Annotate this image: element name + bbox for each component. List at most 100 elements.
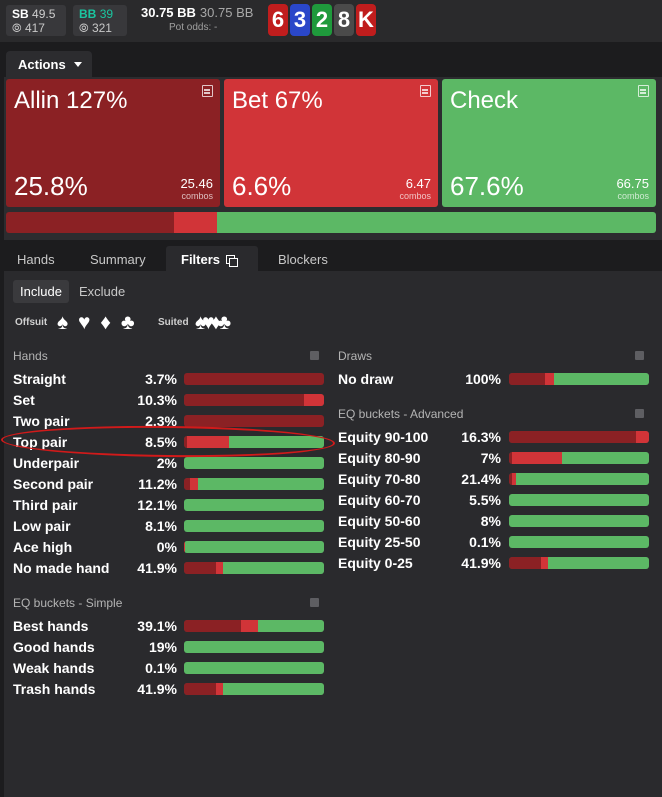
filter-row-trash-hands[interactable]: Trash hands 41.9% (13, 679, 324, 700)
row-label: Straight (13, 371, 66, 387)
filter-row-third-pair[interactable]: Third pair 12.1% (13, 495, 324, 516)
bar-segment-check (515, 473, 649, 485)
filters-panel (4, 271, 662, 797)
row-percentage: 8.5% (145, 434, 177, 450)
bar-segment-allin (184, 436, 187, 448)
tab-summary[interactable]: Summary (90, 252, 146, 267)
eq-simple-section-title: EQ buckets - Simple (13, 596, 123, 610)
filter-row-equity-0-25[interactable]: Equity 0-25 41.9% (338, 553, 649, 574)
filter-row-equity-25-50[interactable]: Equity 25-50 0.1% (338, 532, 649, 553)
combos-label: combos (617, 191, 649, 201)
row-strategy-bar (509, 494, 649, 506)
suited-suit-filters[interactable]: ♠♥♦♣ (195, 311, 231, 334)
chips-icon: ⦾ (79, 21, 89, 35)
board-card[interactable]: 3 (290, 4, 310, 36)
row-label: Two pair (13, 413, 70, 429)
board-card[interactable]: 2 (312, 4, 332, 36)
bar-segment-allin (184, 562, 217, 574)
filter-row-weak-hands[interactable]: Weak hands 0.1% (13, 658, 324, 679)
document-icon[interactable] (638, 85, 649, 97)
include-toggle[interactable]: Include (13, 280, 69, 303)
row-label: No draw (338, 371, 394, 387)
row-strategy-bar (509, 452, 649, 464)
bar-segment-check (509, 515, 649, 527)
filter-row-top-pair[interactable]: Top pair 8.5% (13, 432, 324, 453)
filter-row-good-hands[interactable]: Good hands 19% (13, 637, 324, 658)
filter-row-low-pair[interactable]: Low pair 8.1% (13, 516, 324, 537)
filter-row-equity-50-60[interactable]: Equity 50-60 8% (338, 511, 649, 532)
row-label: Third pair (13, 497, 78, 513)
filter-row-equity-80-90[interactable]: Equity 80-90 7% (338, 448, 649, 469)
sb-player-box[interactable]: SB 49.5 ⦾ 417 (6, 5, 66, 36)
filter-row-no-draw[interactable]: No draw 100% (338, 369, 649, 390)
row-label: Good hands (13, 639, 95, 655)
row-label: Equity 70-80 (338, 471, 421, 487)
action-tile-bet[interactable]: Bet 67% 6.6% 6.47 combos (224, 79, 438, 207)
row-strategy-bar (184, 394, 324, 406)
row-label: Trash hands (13, 681, 96, 697)
bar-segment-allin (184, 620, 242, 632)
filter-row-ace-high[interactable]: Ace high 0% (13, 537, 324, 558)
offsuit-suit-filters[interactable]: ♠ ♥ ♦ ♣ (57, 311, 137, 334)
bar-segment-allin (184, 415, 324, 427)
section-toggle-icon[interactable] (310, 351, 319, 360)
action-tile-check[interactable]: Check 67.6% 66.75 combos (442, 79, 656, 207)
row-strategy-bar (509, 536, 649, 548)
row-label: Equity 80-90 (338, 450, 421, 466)
row-label: Weak hands (13, 660, 95, 676)
chevron-down-icon (73, 62, 82, 67)
bar-segment-check (554, 373, 649, 385)
board-card[interactable]: K (356, 4, 376, 36)
tab-hands[interactable]: Hands (17, 252, 55, 267)
freq-segment-allin (6, 212, 174, 233)
bar-segment-check (548, 557, 649, 569)
row-percentage: 0.1% (145, 660, 177, 676)
sb-chips: 417 (24, 21, 45, 35)
pot-odds-value: - (214, 22, 218, 33)
filter-row-second-pair[interactable]: Second pair 11.2% (13, 474, 324, 495)
filter-row-equity-60-70[interactable]: Equity 60-70 5.5% (338, 490, 649, 511)
row-label: Best hands (13, 618, 89, 634)
exclude-toggle[interactable]: Exclude (79, 284, 126, 299)
bb-chips: 321 (91, 21, 112, 35)
filter-row-two-pair[interactable]: Two pair 2.3% (13, 411, 324, 432)
actions-dropdown-button[interactable]: Actions (6, 51, 92, 78)
filter-row-straight[interactable]: Straight 3.7% (13, 369, 324, 390)
bar-segment-allin (184, 478, 190, 490)
tab-blockers[interactable]: Blockers (278, 252, 328, 267)
combos-label: combos (399, 191, 431, 201)
bb-player-box[interactable]: BB 39 ⦾ 321 (73, 5, 127, 36)
row-label: Equity 50-60 (338, 513, 421, 529)
document-icon[interactable] (420, 85, 431, 97)
section-toggle-icon[interactable] (635, 351, 644, 360)
filter-row-equity-90-100[interactable]: Equity 90-100 16.3% (338, 427, 649, 448)
filter-row-no-made-hand[interactable]: No made hand 41.9% (13, 558, 324, 579)
filter-row-underpair[interactable]: Underpair 2% (13, 453, 324, 474)
bar-segment-bet (186, 436, 229, 448)
bar-segment-allin (509, 473, 512, 485)
action-tile-allin[interactable]: Allin 127% 25.8% 25.46 combos (6, 79, 220, 207)
filter-row-set[interactable]: Set 10.3% (13, 390, 324, 411)
action-combos: 66.75 (616, 176, 649, 191)
section-toggle-icon[interactable] (635, 409, 644, 418)
board-card[interactable]: 6 (268, 4, 288, 36)
row-strategy-bar (184, 415, 324, 427)
actions-bar: Actions (0, 42, 662, 78)
action-name: Check (450, 87, 519, 114)
document-icon[interactable] (202, 85, 213, 97)
row-percentage: 8% (480, 513, 501, 529)
pot-size-secondary: 30.75 BB (199, 5, 254, 20)
row-percentage: 2.3% (145, 413, 177, 429)
row-percentage: 39.1% (137, 618, 177, 634)
bar-segment-allin (509, 452, 512, 464)
copy-icon[interactable] (226, 255, 239, 267)
pot-size: 30.75 BB (141, 5, 196, 20)
section-toggle-icon[interactable] (310, 598, 319, 607)
bar-segment-bet (304, 394, 324, 406)
tab-filters[interactable]: Filters (166, 246, 258, 271)
board-card[interactable]: 8 (334, 4, 354, 36)
filter-row-equity-70-80[interactable]: Equity 70-80 21.4% (338, 469, 649, 490)
action-combos: 25.46 (180, 176, 213, 191)
filter-row-best-hands[interactable]: Best hands 39.1% (13, 616, 324, 637)
bar-segment-check (184, 457, 324, 469)
